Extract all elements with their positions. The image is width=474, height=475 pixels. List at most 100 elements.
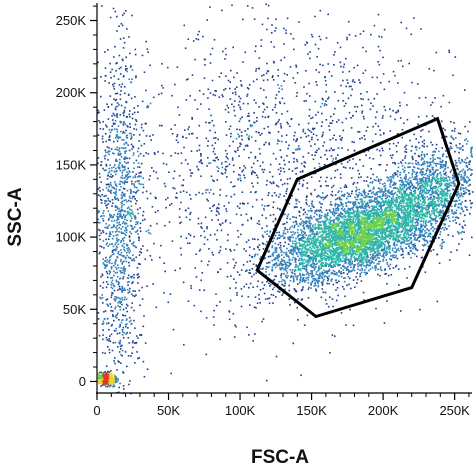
event-point [130, 191, 132, 193]
event-point [361, 104, 363, 107]
event-point [397, 162, 400, 165]
event-point [444, 167, 447, 170]
event-point [418, 194, 420, 196]
event-point [301, 273, 304, 275]
event-point [209, 6, 211, 8]
event-point [367, 185, 370, 188]
event-point [253, 171, 255, 173]
event-point [349, 217, 351, 220]
event-point [277, 185, 280, 188]
event-point [246, 115, 249, 117]
event-point [375, 227, 378, 229]
event-point [365, 271, 368, 274]
event-point [194, 267, 196, 269]
event-point [297, 225, 300, 227]
event-point [439, 184, 441, 186]
event-point [111, 276, 113, 279]
event-point [353, 238, 355, 240]
event-point [310, 228, 313, 231]
event-point [118, 297, 121, 300]
event-point [335, 244, 338, 246]
event-point [404, 155, 407, 157]
event-point [129, 126, 131, 128]
event-point [460, 206, 463, 209]
event-point [115, 106, 117, 108]
event-point [350, 263, 352, 266]
event-point [428, 68, 431, 70]
event-point [305, 234, 308, 237]
event-point [376, 76, 378, 79]
event-point [306, 216, 308, 219]
event-point [131, 197, 134, 200]
event-point [139, 263, 141, 265]
event-point [108, 147, 110, 149]
event-point [333, 270, 336, 273]
event-point [396, 173, 398, 175]
event-point [433, 162, 435, 165]
event-point [250, 216, 252, 219]
event-point [431, 235, 434, 238]
event-point [111, 199, 114, 201]
event-point [293, 48, 295, 51]
event-point [386, 230, 388, 233]
event-point [423, 238, 425, 240]
event-point [396, 244, 398, 246]
event-point [283, 195, 285, 197]
event-point [245, 213, 248, 215]
event-point [117, 136, 119, 138]
event-point [377, 254, 379, 257]
event-point [396, 229, 399, 232]
event-point [174, 83, 176, 86]
event-point [382, 201, 384, 203]
event-point [403, 171, 405, 173]
event-point [180, 152, 183, 154]
event-point [286, 17, 289, 20]
event-point [130, 355, 132, 357]
event-point [382, 183, 384, 185]
event-point [417, 227, 420, 230]
event-point [284, 228, 287, 230]
event-point [429, 232, 432, 235]
event-point [337, 119, 340, 121]
event-point [366, 256, 368, 258]
event-point [262, 248, 265, 250]
event-point [107, 370, 109, 373]
event-point [446, 188, 449, 191]
event-point [314, 267, 316, 270]
event-point [339, 221, 342, 224]
event-point [396, 223, 398, 226]
event-point [410, 193, 412, 195]
event-point [250, 218, 253, 220]
event-point [406, 104, 408, 106]
event-point [392, 177, 395, 179]
event-point [370, 262, 372, 264]
event-point [292, 342, 295, 345]
event-point [325, 270, 328, 272]
event-point [131, 78, 133, 80]
event-point [379, 252, 381, 255]
event-point [301, 185, 304, 187]
event-point [307, 152, 310, 154]
event-point [104, 149, 107, 152]
event-point [283, 245, 285, 247]
event-point [274, 217, 277, 220]
event-point [302, 128, 305, 131]
event-point [274, 30, 276, 32]
event-point [469, 212, 471, 215]
event-point [384, 250, 387, 252]
event-point [304, 236, 306, 239]
event-point [448, 101, 451, 104]
event-point [132, 346, 134, 349]
event-point [367, 193, 369, 195]
event-point [426, 145, 429, 148]
event-point [299, 222, 301, 225]
event-point [297, 188, 300, 191]
event-point [248, 334, 250, 336]
event-point [339, 61, 342, 64]
event-point [317, 282, 319, 285]
event-point [303, 161, 306, 163]
event-point [334, 211, 336, 213]
event-point [328, 255, 331, 257]
event-point [451, 209, 453, 211]
event-point [122, 59, 124, 62]
